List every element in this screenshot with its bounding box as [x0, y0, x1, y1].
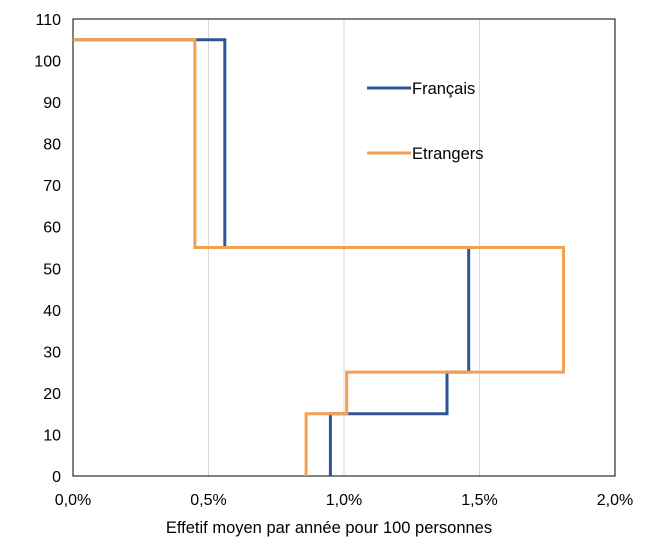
- x-axis-tick-labels: 0,0% 0,5% 1,0% 1,5% 2,0%: [55, 492, 633, 509]
- x-axis-title: Effetif moyen par année pour 100 personn…: [166, 519, 492, 537]
- x-tick-label: 1,0%: [326, 492, 362, 509]
- x-tick-label: 0,0%: [55, 492, 91, 509]
- series-line-etrangers: [73, 38, 565, 476]
- y-axis-tick-labels: 0 10 20 30 40 50 60 70 80 90 100 110: [34, 12, 61, 486]
- y-tick-label: 40: [43, 303, 61, 320]
- series-line-francais: [73, 38, 471, 476]
- y-tick-label: 30: [43, 344, 61, 361]
- y-tick-label: 60: [43, 220, 61, 237]
- x-tick-label: 0,5%: [190, 492, 226, 509]
- x-tick-label: 1,5%: [461, 492, 497, 509]
- y-tick-label: 50: [43, 261, 61, 278]
- y-tick-label: 10: [43, 427, 61, 444]
- series-lines: [73, 38, 565, 476]
- y-tick-label: 0: [52, 469, 61, 486]
- y-tick-label: 100: [34, 54, 61, 71]
- plot-area-border: [72, 18, 616, 477]
- legend-label: Français: [412, 80, 475, 98]
- y-tick-label: 90: [43, 95, 61, 112]
- y-tick-label: 80: [43, 137, 61, 154]
- legend-label: Etrangers: [412, 145, 484, 163]
- y-tick-label: 20: [43, 386, 61, 403]
- x-tick-label: 2,0%: [597, 492, 633, 509]
- y-tick-label: 110: [35, 12, 61, 29]
- legend: Français Etrangers: [367, 80, 484, 163]
- y-tick-label: 70: [43, 178, 61, 195]
